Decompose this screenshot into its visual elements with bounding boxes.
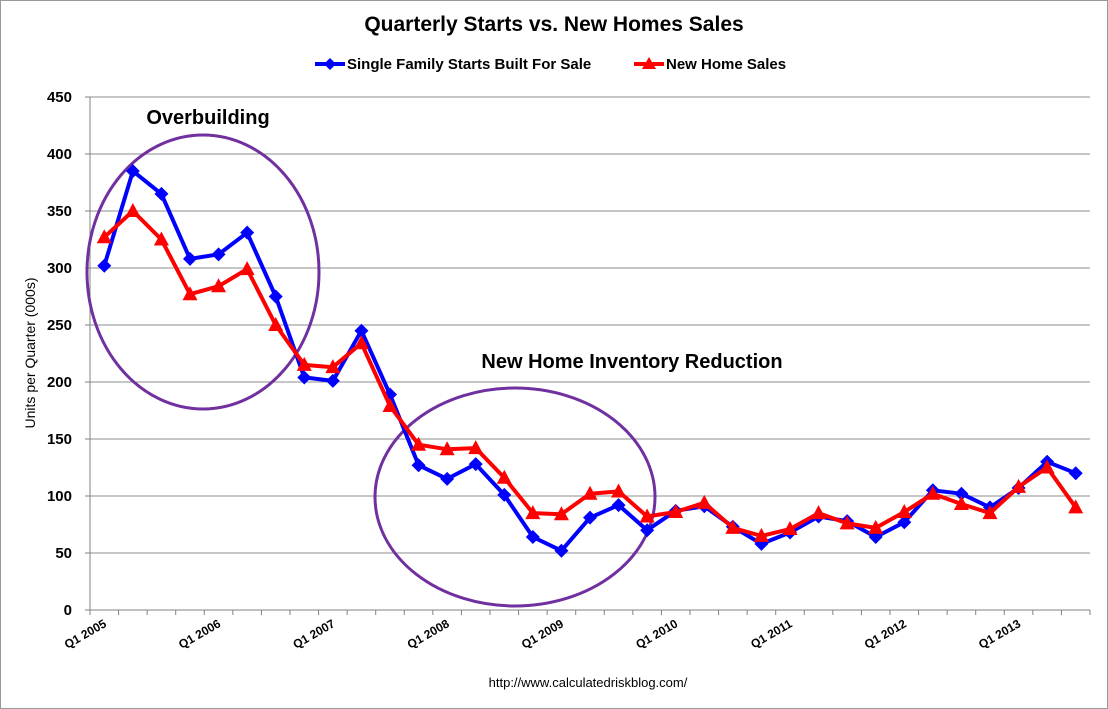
data-point bbox=[211, 278, 227, 293]
data-point bbox=[353, 335, 369, 350]
y-axis-label: Units per Quarter (000s) bbox=[22, 278, 38, 429]
data-point bbox=[525, 505, 541, 520]
data-point bbox=[268, 317, 284, 331]
data-point bbox=[897, 515, 912, 530]
source-url: http://www.calculatedriskblog.com/ bbox=[489, 675, 688, 690]
data-point bbox=[1068, 499, 1084, 514]
data-point bbox=[354, 323, 369, 338]
data-point bbox=[954, 486, 969, 501]
data-point bbox=[183, 251, 197, 266]
data-point bbox=[468, 440, 484, 455]
data-point bbox=[154, 186, 169, 201]
data-point bbox=[468, 457, 483, 472]
y-axis-ticks: 0 50 100 150 200 250 300 350 400 450 bbox=[47, 89, 90, 619]
annotations: Overbuilding New Home Inventory Reductio… bbox=[85, 107, 783, 608]
data-point bbox=[325, 373, 340, 388]
data-point bbox=[611, 483, 627, 498]
axes bbox=[89, 97, 1090, 611]
data-point bbox=[696, 494, 712, 509]
data-point bbox=[925, 485, 941, 500]
data-point bbox=[668, 503, 684, 518]
data-point bbox=[553, 506, 569, 521]
data-point bbox=[982, 505, 998, 520]
annotation-circle-inventory bbox=[373, 386, 657, 608]
data-point bbox=[411, 458, 426, 473]
annotation-circle-overbuilding bbox=[85, 133, 321, 411]
grid bbox=[90, 96, 1090, 554]
annotation-inventory-reduction: New Home Inventory Reduction bbox=[481, 351, 782, 373]
y-tick-label: 200 bbox=[47, 374, 72, 391]
series-single-family-starts bbox=[97, 164, 1083, 558]
series-new-home-sales bbox=[96, 203, 1084, 542]
data-point bbox=[554, 543, 569, 558]
data-point bbox=[953, 495, 969, 510]
data-point bbox=[640, 523, 655, 538]
legend-label-starts: Single Family Starts Built For Sale bbox=[347, 56, 591, 73]
data-point bbox=[296, 356, 312, 371]
data-point bbox=[96, 229, 112, 244]
data-point bbox=[240, 225, 255, 240]
data-point bbox=[411, 436, 427, 451]
legend: Single Family Starts Built For Sale New … bbox=[315, 56, 786, 73]
data-point bbox=[1039, 459, 1055, 474]
chart-title: Quarterly Starts vs. New Homes Sales bbox=[364, 13, 743, 36]
data-point bbox=[1068, 466, 1083, 481]
data-point bbox=[611, 498, 626, 513]
data-point bbox=[525, 530, 540, 545]
data-point bbox=[582, 485, 598, 500]
data-point bbox=[811, 505, 827, 520]
y-tick-label: 300 bbox=[47, 260, 72, 277]
y-tick-label: 350 bbox=[47, 203, 72, 220]
data-point bbox=[839, 515, 855, 530]
series bbox=[96, 164, 1084, 558]
data-point bbox=[639, 508, 655, 523]
data-point bbox=[439, 441, 455, 456]
y-tick-label: 0 bbox=[64, 602, 72, 619]
legend-label-sales: New Home Sales bbox=[666, 56, 786, 73]
legend-marker-sales bbox=[642, 57, 656, 69]
data-point bbox=[583, 510, 597, 525]
data-point bbox=[1011, 478, 1027, 493]
data-point bbox=[440, 471, 455, 486]
data-point bbox=[753, 527, 769, 542]
annotation-overbuilding: Overbuilding bbox=[146, 107, 269, 129]
data-point bbox=[125, 164, 140, 179]
data-point bbox=[182, 286, 198, 301]
data-point bbox=[496, 469, 512, 484]
data-point bbox=[297, 370, 312, 385]
data-point bbox=[782, 521, 798, 536]
legend-marker-starts bbox=[324, 58, 336, 70]
data-point bbox=[382, 397, 398, 412]
data-point bbox=[97, 258, 112, 273]
data-point bbox=[268, 289, 283, 304]
y-tick-label: 150 bbox=[47, 431, 72, 448]
y-tick-label: 100 bbox=[47, 488, 72, 505]
data-point bbox=[211, 247, 226, 262]
y-tick-label: 50 bbox=[55, 545, 72, 562]
data-point bbox=[868, 519, 884, 534]
data-point bbox=[125, 203, 141, 217]
y-tick-label: 400 bbox=[47, 146, 72, 163]
data-point bbox=[725, 519, 741, 534]
y-tick-label: 250 bbox=[47, 317, 72, 334]
data-point bbox=[239, 261, 255, 276]
data-point bbox=[325, 359, 341, 374]
data-point bbox=[153, 231, 169, 246]
data-point bbox=[497, 487, 512, 502]
y-tick-label: 450 bbox=[47, 89, 72, 106]
data-point bbox=[896, 503, 912, 518]
